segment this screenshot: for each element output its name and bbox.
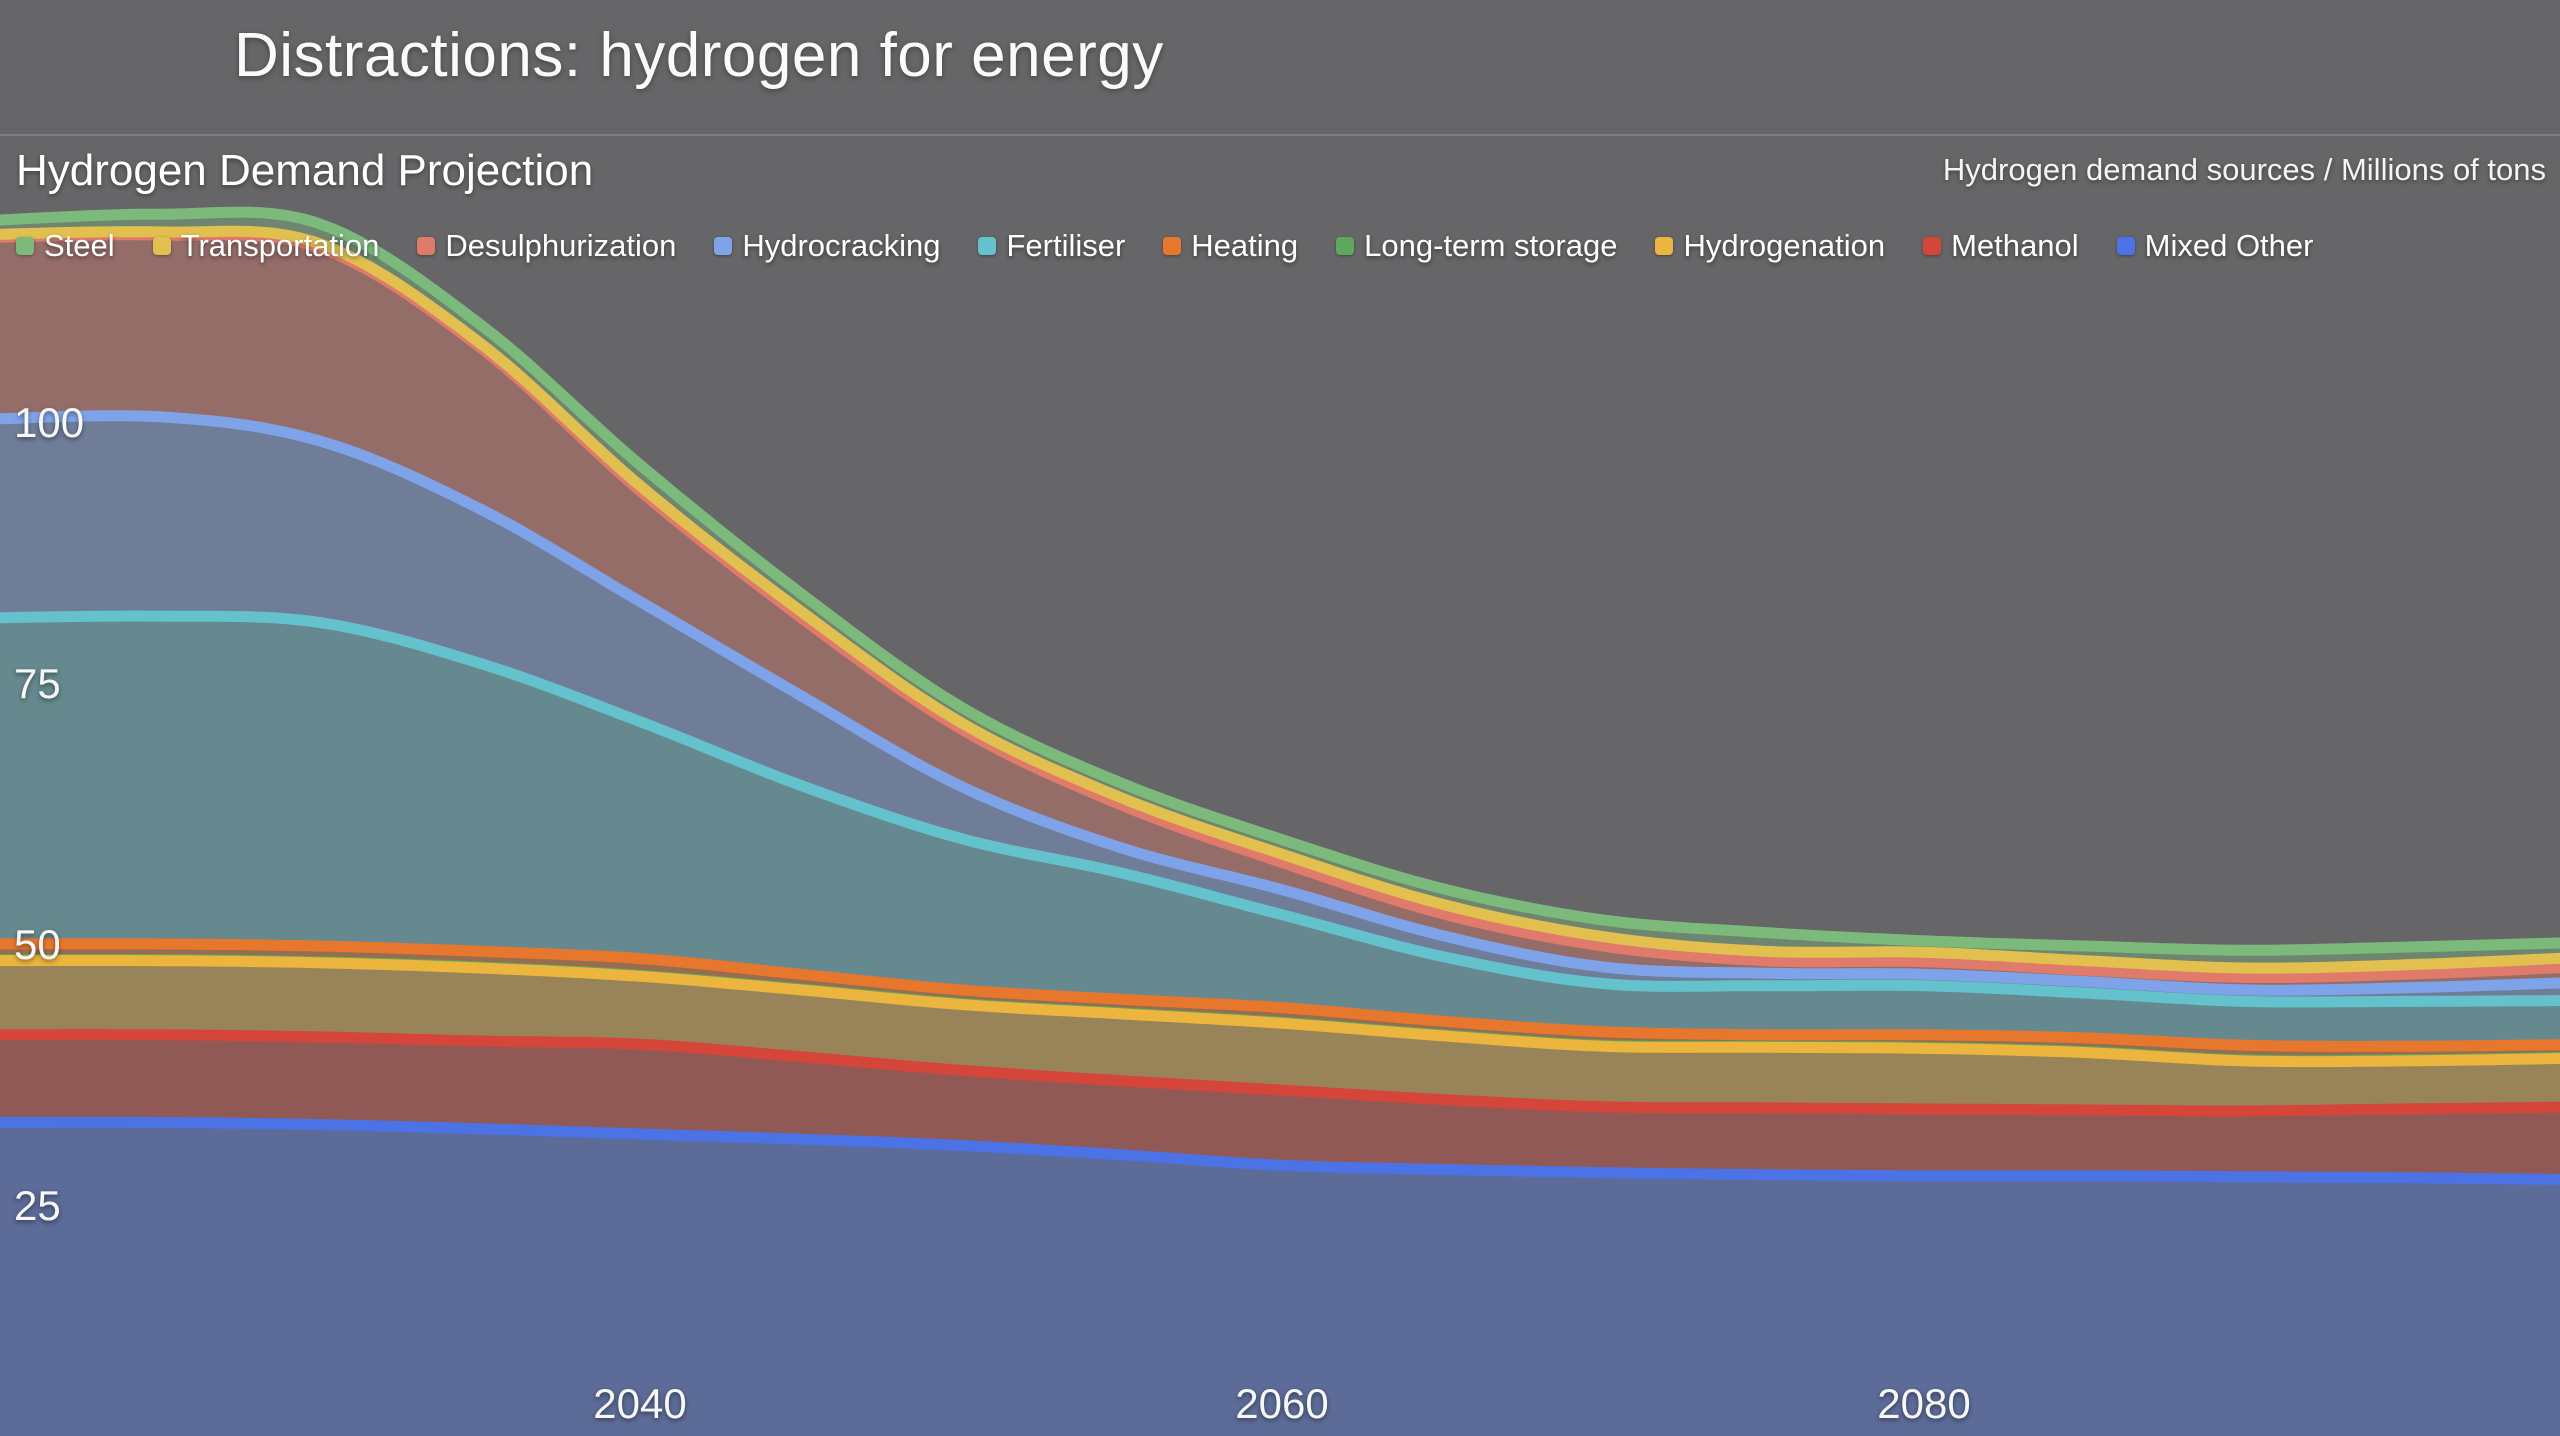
legend-item-hydrogenation[interactable]: Hydrogenation — [1655, 228, 1885, 264]
legend-label: Transportation — [180, 228, 380, 263]
legend-swatch-transportation-icon — [152, 237, 171, 255]
legend-label: Mixed Other — [2144, 228, 2314, 263]
x-axis-tick-2060: 2060 — [1235, 1380, 1329, 1427]
legend-item-hydrocracking[interactable]: Hydrocracking — [714, 228, 940, 264]
y-axis-tick-75: 75 — [14, 660, 61, 707]
legend-swatch-methanol-icon — [1923, 237, 1942, 255]
legend-label: Methanol — [1951, 228, 2079, 263]
slide-title: Distractions: hydrogen for energy — [234, 21, 1164, 90]
legend-item-mixed-other[interactable]: Mixed Other — [2116, 228, 2314, 264]
area-band-methanol — [0, 1034, 2560, 1180]
legend-label: Long-term storage — [1364, 228, 1618, 263]
x-axis-tick-2080: 2080 — [1877, 1380, 1971, 1427]
series-line-hydrocracking — [0, 410, 2560, 996]
y-axis-tick-25: 25 — [14, 1182, 61, 1229]
x-axis-tick-2040: 2040 — [593, 1380, 687, 1427]
series-line-hydrogenation — [0, 955, 2560, 1068]
legend-swatch-hydrogenation-icon — [1655, 237, 1674, 255]
legend-swatch-heating-icon — [1163, 237, 1182, 255]
legend-label: Fertiliser — [1006, 228, 1126, 263]
legend-swatch-hydrocracking-icon — [714, 237, 733, 255]
series-line-mixed-other — [0, 1116, 2560, 1185]
legend-label: Steel — [44, 228, 115, 263]
legend-swatch-steel-icon — [16, 237, 34, 255]
area-band-hydrocracking — [0, 415, 2560, 1002]
legend-swatch-desulphurization-icon — [417, 237, 436, 255]
legend-item-fertiliser[interactable]: Fertiliser — [978, 228, 1125, 264]
area-band-mixed-other — [0, 1122, 2560, 1436]
area-band-hydrogenation — [0, 960, 2560, 1111]
legend-label: Heating — [1191, 228, 1299, 263]
title-bar: Distractions: hydrogen for energy — [0, 0, 2560, 136]
series-line-steel — [0, 206, 2560, 956]
legend-swatch-mixed-other-icon — [2116, 237, 2135, 255]
legend-label: Desulphurization — [445, 228, 677, 263]
series-line-transportation — [0, 225, 2560, 974]
legend-item-transportation[interactable]: Transportation — [152, 228, 380, 264]
legend-item-methanol[interactable]: Methanol — [1923, 228, 2079, 264]
legend-label: Hydrogenation — [1683, 228, 1886, 263]
chart-legend: Steel Transportation Desulphurization Hy… — [16, 228, 2550, 264]
legend-swatch-long-term-storage-icon — [1336, 237, 1355, 255]
legend-item-desulphurization[interactable]: Desulphurization — [417, 228, 676, 264]
y-axis-tick-100: 100 — [14, 399, 85, 446]
area-band-desulphurization — [0, 234, 2560, 991]
series-line-methanol — [0, 1029, 2560, 1117]
y-axis-tick-50: 50 — [14, 921, 61, 968]
legend-item-long-term-storage[interactable]: Long-term storage — [1336, 228, 1617, 264]
legend-item-heating[interactable]: Heating — [1163, 228, 1298, 264]
legend-label: Hydrocracking — [742, 228, 941, 263]
series-line-fertiliser — [0, 610, 2560, 1008]
series-line-heating — [0, 938, 2560, 1052]
chart-subtitle: Hydrogen Demand Projection — [16, 146, 594, 195]
legend-item-steel[interactable]: Steel — [16, 228, 115, 264]
chart-units-label: Hydrogen demand sources / Millions of to… — [1942, 152, 2546, 187]
legend-swatch-fertiliser-icon — [978, 237, 997, 255]
